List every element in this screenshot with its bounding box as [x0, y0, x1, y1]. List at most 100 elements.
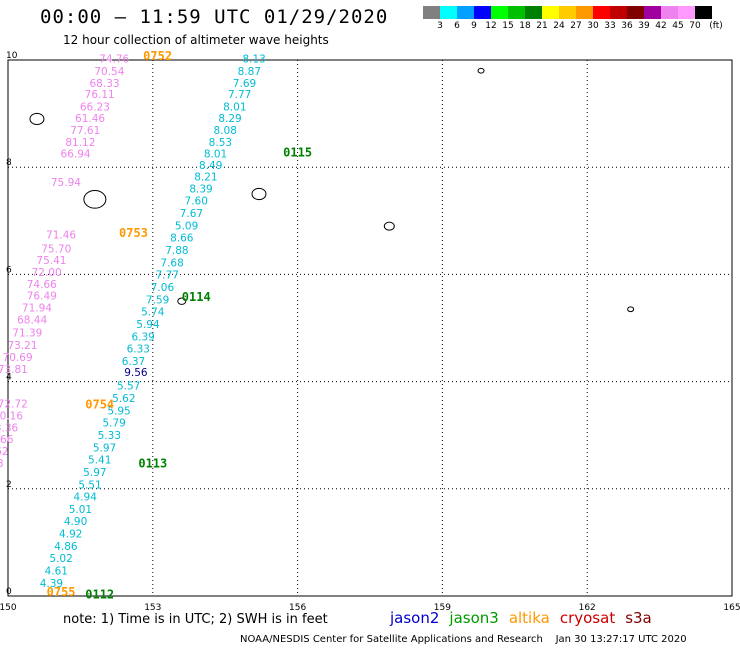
wave-height-jason3: 4.39: [40, 578, 63, 590]
legend-swatch: [695, 6, 712, 19]
wave-height-jason3: 5.62: [112, 393, 135, 405]
wave-height-jason3: 5.41: [88, 455, 111, 467]
island-outline: [477, 67, 485, 74]
wave-height-jason3: 7.77: [156, 270, 179, 282]
wave-height-altika: 70.54: [94, 66, 124, 78]
wave-height-jason3: 8.01: [223, 101, 246, 113]
wave-height-altika: 76.49: [27, 291, 57, 303]
wave-height-altika: 71.46: [46, 229, 76, 241]
lat-tick-label: 4: [6, 373, 12, 383]
legend-label: 27: [570, 21, 582, 31]
wave-height-altika: 72.66: [0, 434, 14, 446]
legend-label: 15: [502, 21, 514, 31]
wave-height-jason3: 6.33: [127, 344, 150, 356]
island-outline: [29, 112, 45, 126]
legend-swatch: [627, 6, 644, 19]
legend-swatch: [610, 6, 627, 19]
wave-height-jason3: 8.08: [214, 125, 237, 137]
wave-height-jason2: 9.56: [124, 367, 148, 379]
wave-height-altika: 81.12: [65, 137, 95, 149]
pass-time-label: 0113: [138, 456, 167, 470]
wave-height-altika: 70.69: [3, 352, 33, 364]
wave-height-altika: 71.39: [12, 328, 42, 340]
legend-unit: (ft): [709, 21, 723, 31]
lon-tick-label: 162: [579, 603, 596, 613]
wave-height-jason3: 5.33: [98, 430, 121, 442]
legend-swatch: [644, 6, 661, 19]
wave-height-jason3: 4.92: [59, 529, 82, 541]
wave-height-altika: 73.81: [0, 364, 28, 376]
legend-label: 45: [672, 21, 684, 31]
wave-height-jason3: 5.74: [141, 307, 165, 319]
lat-tick-label: 10: [6, 51, 18, 61]
wave-height-jason3: 5.95: [107, 405, 130, 417]
wave-height-jason3: 5.01: [69, 504, 92, 516]
legend-label: 70: [689, 21, 701, 31]
wave-height-jason3: 5.97: [93, 442, 116, 454]
island-outline: [251, 187, 267, 201]
wave-height-jason3: 6.39: [131, 331, 154, 343]
wave-height-jason3: 8.49: [199, 160, 222, 172]
legend-swatch: [491, 6, 508, 19]
wave-height-jason3: 7.59: [146, 294, 169, 306]
wave-height-altika: 75.70: [41, 243, 71, 255]
wave-height-altika: 71.94: [22, 302, 52, 314]
satellite-cryosat: cryosat: [559, 609, 616, 627]
wave-height-jason3: 8.01: [204, 149, 227, 161]
satellite-jason2: jason2: [390, 609, 440, 627]
wave-height-jason3: 5.97: [83, 467, 106, 479]
legend-swatch: [508, 6, 525, 19]
wave-height-altika: 75.41: [36, 255, 66, 267]
wave-height-altika: 74.66: [27, 279, 57, 291]
lon-tick-label: 153: [144, 603, 161, 613]
pass-time-label: 0115: [283, 145, 312, 159]
wave-height-altika: 66.23: [80, 101, 110, 113]
satellite-altika: altika: [508, 609, 550, 627]
wave-height-altika: 76.11: [85, 89, 115, 101]
lat-tick-label: 8: [6, 158, 12, 168]
color-scale-legend: 3 6 9 12 15 18 21 24 27 30 33 36 39 42 45 70 (ft): [423, 6, 740, 33]
satellite-s3a: s3a: [625, 609, 652, 627]
wave-height-jason3: 4.61: [45, 566, 68, 578]
pass-time-label: 0755: [47, 585, 76, 599]
wave-height-altika: 72.00: [32, 267, 62, 279]
island-outline: [627, 306, 635, 313]
wave-height-altika: 75.94: [51, 177, 81, 189]
legend-label: 42: [655, 21, 667, 31]
legend-swatch: [525, 6, 542, 19]
lon-tick-label: 165: [723, 603, 740, 613]
legend-swatch: [423, 6, 440, 19]
pass-time-label: 0752: [143, 49, 172, 63]
legend-swatch: [542, 6, 559, 19]
wave-height-jason3: 7.67: [180, 208, 203, 220]
legend-labels: 3 6 9 12 15 18 21 24 27 30 33 36 39 42 45 70 (ft): [423, 19, 740, 33]
legend-label: 12: [485, 21, 497, 31]
pass-time-label: 0114: [182, 290, 211, 304]
legend-label: 39: [638, 21, 650, 31]
wave-height-altika: 74.76: [99, 54, 129, 66]
satellite-legend: jason2 jason3 altika cryosat s3a: [390, 609, 662, 627]
lat-tick-label: 0: [6, 587, 12, 597]
legend-label: 9: [471, 21, 477, 31]
wave-height-jason3: 8.87: [238, 66, 261, 78]
legend-label: 24: [553, 21, 565, 31]
legend-swatch: [457, 6, 474, 19]
pass-time-label: 0754: [85, 397, 114, 411]
legend-swatch: [474, 6, 491, 19]
lon-tick-label: 159: [434, 603, 451, 613]
wave-height-altika: 80.16: [0, 411, 23, 423]
island-outline: [177, 297, 187, 305]
lon-tick-label: 156: [289, 603, 306, 613]
wave-height-jason3: 5.02: [49, 553, 72, 565]
wave-height-jason3: 7.69: [233, 78, 256, 90]
wave-height-altika: 77.61: [70, 125, 100, 137]
legend-label: 21: [536, 21, 548, 31]
wave-height-altika: 66.94: [61, 149, 91, 161]
island-outline: [83, 190, 107, 209]
page-title: 00:00 – 11:59 UTC 01/29/2020: [40, 6, 389, 28]
legend-swatch: [661, 6, 678, 19]
wave-height-jason3: 5.57: [117, 381, 140, 393]
wave-height-jason3: 6.37: [122, 356, 145, 368]
wave-height-jason3: 5.79: [102, 418, 125, 430]
lat-tick-label: 2: [6, 480, 12, 490]
